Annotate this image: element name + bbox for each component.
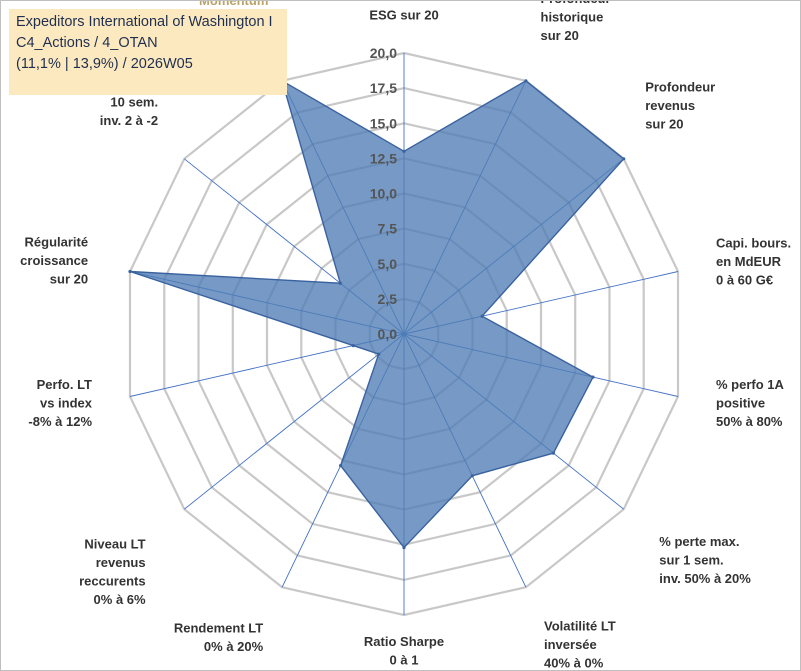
data-point bbox=[480, 314, 484, 318]
tick-label: 0,0 bbox=[378, 326, 398, 342]
axis-label-line: Momentum bbox=[199, 1, 268, 8]
data-point bbox=[622, 157, 626, 161]
axis-label-line: Profondeur bbox=[645, 80, 715, 95]
axis-label-line: historique bbox=[541, 10, 604, 25]
axis-label: Régularité croissance sur 20 bbox=[20, 235, 88, 287]
axis-label-line: en MdEUR bbox=[716, 254, 782, 269]
axis-label: % perte max. sur 1 sem. inv. 50% à 20% bbox=[659, 534, 751, 586]
axis-label: Perfo. LT vs index -8% à 12% bbox=[28, 377, 92, 429]
axis-label: Profondeur revenus sur 20 bbox=[645, 80, 715, 132]
data-point bbox=[339, 464, 343, 468]
axis-label-line: croissance bbox=[20, 253, 88, 268]
data-point bbox=[377, 352, 381, 356]
axis-label-line: positive bbox=[716, 396, 765, 411]
tick-label: 20,0 bbox=[370, 45, 397, 61]
data-point bbox=[351, 344, 355, 348]
title-line-2: C4_Actions / 4_OTAN bbox=[16, 35, 158, 51]
data-point bbox=[402, 149, 406, 153]
axis-label-line: 0 à 1 bbox=[390, 653, 419, 668]
axis-label-line: reccurents bbox=[79, 574, 145, 589]
axis-label-line: Note bbox=[390, 1, 419, 4]
tick-label: 2,5 bbox=[378, 291, 398, 307]
title-line-3: (11,1% | 13,9%) / 2026W05 bbox=[16, 56, 193, 72]
data-point bbox=[591, 375, 595, 379]
axis-label-line: Rendement LT bbox=[174, 620, 263, 635]
chart-title-box: Expeditors International of Washington I… bbox=[9, 9, 287, 95]
axis-label: Capi. bours. en MdEUR 0 à 60 G€ bbox=[716, 236, 791, 288]
axis-label-line: Ratio Sharpe bbox=[364, 634, 444, 649]
axis-label-line: Volatilité LT bbox=[544, 619, 616, 634]
axis-label-line: sur 20 bbox=[50, 272, 88, 287]
axis-label-line: % perfo 1A bbox=[716, 377, 785, 392]
axis-label: Niveau LT revenus reccurents 0% à 6% bbox=[79, 537, 146, 608]
data-point bbox=[524, 79, 528, 83]
data-point bbox=[128, 269, 132, 274]
axis-label-line: sur 20 bbox=[645, 117, 683, 132]
data-point bbox=[338, 281, 342, 285]
tick-label: 12,5 bbox=[370, 150, 397, 166]
axis-label-line: ESG sur 20 bbox=[369, 8, 438, 23]
data-point bbox=[551, 451, 556, 455]
tick-label: 7,5 bbox=[378, 221, 398, 237]
axis-label-line: inv. 50% à 20% bbox=[659, 571, 751, 586]
axis-label: Profondeur historique sur 20 bbox=[541, 1, 611, 43]
data-point bbox=[402, 546, 406, 550]
axis-label-line: 0 à 60 G€ bbox=[716, 273, 773, 288]
axis-label: Note ESG sur 20 bbox=[369, 1, 438, 23]
axis-label-line: 10 sem. bbox=[110, 95, 158, 110]
axis-label-line: inv. 2 à -2 bbox=[100, 113, 158, 128]
axis-label-line: revenus bbox=[96, 555, 146, 570]
tick-label: 15,0 bbox=[370, 115, 397, 131]
axis-label-line: Niveau LT bbox=[84, 537, 145, 552]
axis-label-line: Profondeur bbox=[541, 1, 611, 6]
axis-label-line: % perte max. bbox=[659, 534, 739, 549]
tick-label: 5,0 bbox=[378, 256, 398, 272]
axis-spoke bbox=[184, 333, 405, 510]
axis-label-line: sur 20 bbox=[541, 28, 579, 43]
title-line-1: Expeditors International of Washington I bbox=[16, 14, 273, 30]
axis-label-line: Régularité bbox=[25, 235, 89, 250]
axis-label-line: 0% à 20% bbox=[204, 639, 264, 654]
axis-label-line: 40% à 0% bbox=[544, 656, 604, 671]
radial-tick-labels: 0,0 2,5 5,0 7,5 10,0 12,5 15,0 17,5 20,0 bbox=[370, 45, 397, 342]
axis-label: % perfo 1A positive 50% à 80% bbox=[716, 377, 785, 429]
axis-label: Volatilité LT inversée 40% à 0% bbox=[544, 619, 616, 671]
axis-label-line: sur 1 sem. bbox=[659, 553, 723, 568]
tick-label: 17,5 bbox=[370, 80, 397, 96]
axis-label-line: -8% à 12% bbox=[28, 414, 92, 429]
axis-label-line: Capi. bours. bbox=[716, 236, 791, 251]
data-point bbox=[470, 474, 474, 478]
axis-label-line: 50% à 80% bbox=[716, 414, 783, 429]
axis-label-line: inversée bbox=[544, 637, 597, 652]
tick-label: 10,0 bbox=[370, 186, 397, 202]
axis-label-line: 0% à 6% bbox=[94, 592, 146, 607]
axis-label-line: Perfo. LT bbox=[37, 377, 92, 392]
axis-label-line: revenus bbox=[645, 98, 695, 113]
axis-label: Ratio Sharpe 0 à 1 bbox=[364, 634, 444, 668]
axis-label-line: vs index bbox=[40, 396, 93, 411]
axis-label: Rendement LT 0% à 20% bbox=[174, 620, 264, 654]
